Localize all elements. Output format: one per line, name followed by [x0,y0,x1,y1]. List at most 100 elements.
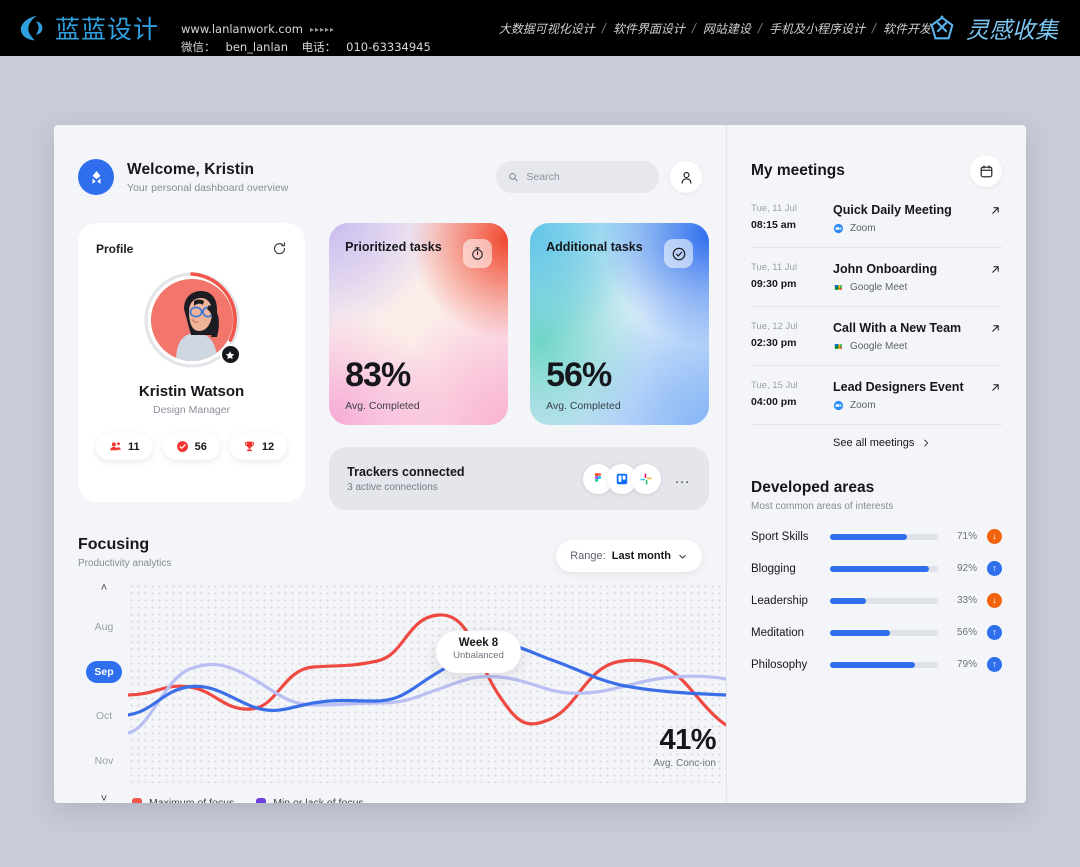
legend-label-min: Min or lack of focus [273,797,364,803]
meeting-time: 09:30 pm [751,278,797,290]
meeting-time: 02:30 pm [751,337,797,349]
site-banner: 蓝蓝设计 www.lanlanwork.com ▸▸▸▸▸ 微信： ben_lan… [0,0,1080,56]
tile-caption: Avg. Completed [546,400,621,412]
banner-nav-item-1[interactable]: 软件界面设计 [612,21,685,36]
arrows-icon: ▸▸▸▸▸ [309,24,336,34]
brand-logo[interactable]: 蓝蓝设计 [18,10,159,46]
area-row: Meditation 56% ↑ [751,625,1002,640]
progress-ring-icon [143,272,240,368]
concentration-caption: Avg. Conc-ion [653,758,716,769]
legend-label-max: Maximum of focus [149,797,235,803]
meeting-row[interactable]: Tue, 11 Jul 08:15 am Quick Daily Meeting… [751,189,1002,248]
meeting-row[interactable]: Tue, 15 Jul 04:00 pm Lead Designers Even… [751,366,1002,425]
chart-legend: Maximum of focus Min or lack of focus [132,797,364,803]
nav-sep: / [601,21,606,35]
page-backdrop: Welcome, Kristin Your personal dashboard… [0,56,1080,867]
meeting-when: Tue, 15 Jul 04:00 pm [751,380,833,408]
google-meet-icon [834,343,842,350]
additional-tasks-card[interactable]: Additional tasks 56% Avg. Completed [530,223,709,425]
meeting-open-icon[interactable] [989,204,1002,220]
area-label: Sport Skills [751,530,809,543]
profile-card-header: Profile [96,241,287,256]
area-percent: 92% [956,563,977,574]
user-account-button[interactable] [670,161,702,193]
tooltip-subtitle: Unbalanced [453,650,504,661]
meeting-platform: Google Meet [833,282,989,293]
brand-website[interactable]: www.lanlanwork.com [181,22,303,37]
see-all-meetings-link[interactable]: See all meetings [833,437,1002,449]
main-column: Welcome, Kristin Your personal dashboard… [54,125,726,803]
meeting-row[interactable]: Tue, 11 Jul 09:30 pm John Onboarding G [751,248,1002,307]
wechat-value: ben_lanlan [225,40,288,54]
area-progress-bar [830,629,938,636]
area-percent: 79% [956,659,977,670]
profile-role: Design Manager [153,404,231,416]
meeting-open-icon[interactable] [989,381,1002,397]
profile-card: Profile [78,223,306,502]
lanlan-logo-icon [20,15,43,41]
cards-row: Profile [78,223,710,510]
star-burst-icon [930,15,954,40]
area-label: Philosophy [751,658,808,671]
search-input[interactable] [526,171,647,183]
side-panel: My meetings Tue, 11 Jul 08:15 am [726,125,1026,803]
developed-areas-subtitle: Most common areas of interests [751,501,894,512]
month-sep[interactable]: Sep [86,660,122,683]
stat-chip-trophy[interactable]: 12 [229,433,288,460]
meeting-open-icon[interactable] [989,322,1002,338]
month-nov[interactable]: Nov [94,754,114,767]
stat-chip-people[interactable]: 11 [96,433,153,460]
banner-nav-item-0[interactable]: 大数据可视化设计 [498,21,595,36]
calendar-button[interactable] [970,155,1002,187]
stat-chip-completed[interactable]: 56 [162,433,220,460]
scroll-up-icon[interactable]: ˄ [100,582,108,594]
month-aug[interactable]: Aug [94,621,114,634]
google-meet-icon [834,284,842,291]
meeting-date: Tue, 15 Jul [751,380,798,391]
area-row: Philosophy 79% ↑ [751,657,1002,672]
area-trend-up-icon: ↑ [987,625,1002,640]
search-box[interactable] [496,161,659,193]
meeting-name: John Onboarding [833,262,938,276]
user-icon [681,171,691,184]
banner-nav-item-4[interactable]: 软件开发 [883,21,932,36]
tooltip-title: Week 8 [458,637,499,649]
meeting-platform-label: Zoom [850,223,876,234]
meeting-row[interactable]: Tue, 12 Jul 02:30 pm Call With a New Tea… [751,307,1002,366]
scroll-down-icon[interactable]: ˅ [100,792,108,803]
meeting-body: Call With a New Team Google Meet [833,321,989,352]
trackers-more-button[interactable]: … [674,469,692,487]
zoom-icon [833,400,844,411]
see-all-label: See all meetings [833,437,915,449]
area-trend-up-icon: ↑ [987,657,1002,672]
range-selector[interactable]: Range: Last month [556,540,702,572]
meeting-date: Tue, 12 Jul [751,321,798,332]
chart-lines [128,613,726,735]
area-progress-fill [830,661,916,668]
banner-nav: 大数据可视化设计 / 软件界面设计 / 网站建设 / 手机及小程序设计 / 软件… [499,20,931,37]
meeting-when: Tue, 11 Jul 08:15 am [751,203,833,231]
check-circle-icon [176,441,188,452]
concentration-value: 41% [659,724,716,756]
area-label: Leadership [751,594,808,607]
banner-nav-item-2[interactable]: 网站建设 [702,21,751,36]
prioritized-tasks-card[interactable]: Prioritized tasks [329,223,508,425]
area-progress-fill [830,629,891,636]
inspiration-brand[interactable]: 灵感收集 [927,11,1058,45]
meeting-body: Lead Designers Event Zoom [833,380,989,411]
refresh-icon[interactable] [272,241,287,256]
trackers-title: Trackers connected [347,464,465,479]
month-oct[interactable]: Oct [95,710,113,723]
stat-chip-value: 56 [194,440,207,453]
banner-nav-item-3[interactable]: 手机及小程序设计 [768,21,865,36]
meeting-open-icon[interactable] [989,263,1002,279]
app-logo[interactable] [78,159,114,195]
profile-name: Kristin Watson [138,383,245,400]
slack-icon[interactable] [631,463,662,494]
trackers-card[interactable]: Trackers connected 3 active connections [329,447,710,510]
chart-plot-area: Week 8 Unbalanced 41% Avg. Conc-ion [128,583,726,783]
meeting-name: Quick Daily Meeting [833,203,952,217]
meeting-platform: Zoom [833,223,989,234]
area-progress-bar [830,533,938,540]
area-percent: 33% [956,595,977,606]
